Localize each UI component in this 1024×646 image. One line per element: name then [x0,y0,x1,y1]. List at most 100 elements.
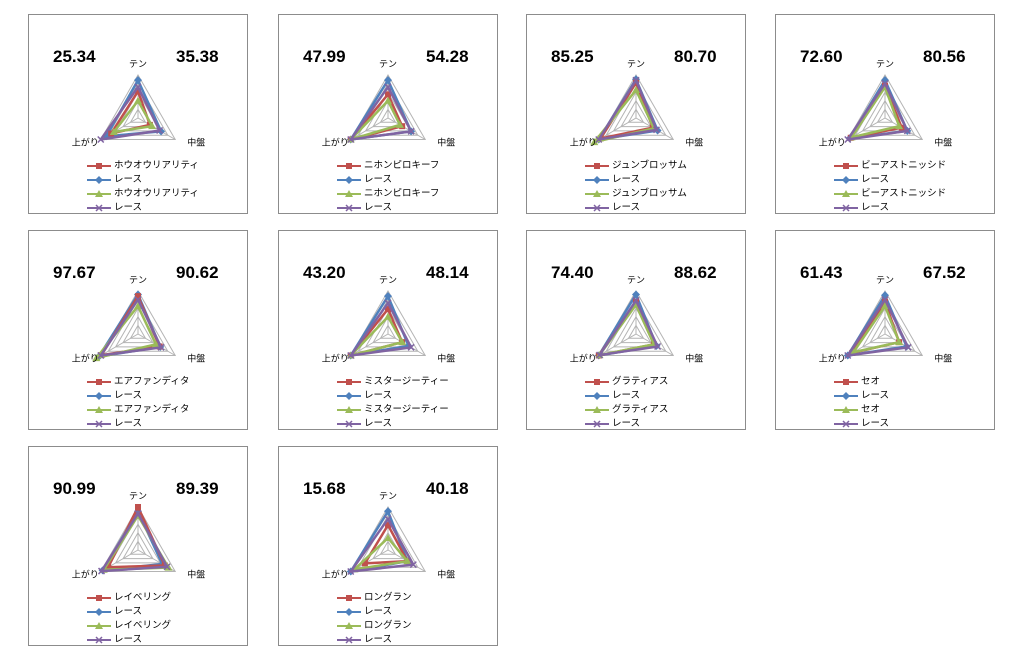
left-value-label: 61.43 [800,263,843,282]
legend-entry: レース [834,389,889,403]
series-marker-cross [384,515,392,523]
series-marker-square [346,163,352,169]
series-marker-triangle [403,557,412,565]
legend-label: レース [114,390,143,401]
legend-symbol [834,176,858,184]
legend-label: レース [364,202,393,213]
legend-label: レース [612,390,641,401]
radar-series-line [846,298,910,357]
radar-gridline [349,73,427,140]
axis-label-agari: 上がり [322,353,349,365]
legend-symbol [337,379,361,385]
legend-label: ミスタージーティー [364,376,449,387]
radar-gridline [379,540,397,555]
series-marker-cross [156,126,164,135]
series-marker-triangle [842,190,850,197]
radar-gridline [627,108,645,123]
legend-symbol [834,163,858,169]
axis-label-agari: 上がり [819,137,846,149]
series-marker-diamond [345,176,353,184]
series-marker-triangle [881,302,889,310]
series-marker-square [385,306,391,313]
legend-symbol [87,392,111,400]
axis-label-chuban: 中盤 [187,569,205,581]
axis-label-ten: テン [627,275,645,286]
legend-symbol [834,379,858,385]
axis-label-agari: 上がり [322,137,349,149]
chart-legend: ジュンブロッサム レース ジュンブロッサム レース [585,159,687,213]
series-marker-triangle [95,190,103,197]
legend-symbol [337,190,361,197]
radar-chart-panel: 74.40 88.62 テン 中盤 上がり グラティアス レース グラティアス レース [526,230,746,430]
radar-chart-panel: 25.34 35.38 テン 中盤 上がり ホウオウリアリティ レース ホウオウリアリティ レー… [28,14,248,214]
legend-label: ロングラン [364,592,412,603]
legend-entry: ロングラン [337,591,412,605]
legend-entry: レース [585,201,687,213]
series-marker-diamond [134,76,142,85]
right-value-label: 88.62 [674,263,717,282]
legend-label: レイベリング [114,592,172,603]
series-marker-diamond [384,292,392,301]
axis-label-chuban: 中盤 [437,137,455,149]
series-marker-cross [409,561,417,569]
axis-label-chuban: 中盤 [437,569,455,581]
radar-gridline [379,324,397,339]
legend-entry: レース [87,605,171,619]
radar-series-line [349,301,413,357]
axis-label-agari: 上がり [72,569,99,581]
legend-label: レース [861,390,890,401]
radar-gridline [99,505,177,572]
radar-gridline [620,315,652,344]
legend-label: レース [861,202,890,213]
series-marker-triangle [134,302,142,310]
chart-legend: ニホンピロキーフ レース ニホンピロキーフ レース [337,159,439,213]
radar-gridline [869,99,901,128]
legend-symbol [585,379,609,385]
legend-symbol [585,392,609,400]
legend-symbol [834,392,858,400]
axis-label-chuban: 中盤 [934,353,952,365]
axis-label-ten: テン [379,275,397,286]
legend-entry: レース [834,417,889,429]
series-marker-square [843,163,849,169]
radar-series-line [846,82,909,141]
right-value-label: 48.14 [426,263,469,282]
axis-label-agari: 上がり [819,353,846,365]
left-value-label: 74.40 [551,263,594,282]
chart-legend: ロングラン レース ロングラン レース [337,591,412,645]
legend-label: グラティアス [612,404,669,415]
series-marker-triangle [345,406,353,413]
series-marker-diamond [384,507,392,516]
legend-entry: ビーアストニッシド [834,187,946,201]
left-value-label: 15.68 [303,479,346,498]
axis-label-ten: テン [876,275,894,286]
radar-series-line [598,299,659,357]
axis-label-agari: 上がり [322,569,349,581]
legend-symbol [585,163,609,169]
legend-symbol [87,636,111,644]
series-marker-cross [595,351,604,359]
legend-entry: レース [337,605,412,619]
radar-series-line [100,512,169,573]
chart-legend: グラティアス レース グラティアス レース [585,375,669,429]
series-marker-square [105,564,112,571]
series-marker-square [96,163,102,169]
left-value-label: 97.67 [53,263,96,282]
series-marker-square [135,88,141,95]
legend-label: レース [861,174,890,185]
series-marker-cross [844,351,852,360]
series-marker-cross [134,83,142,91]
radar-chart-panel: 97.67 90.62 テン 中盤 上がり エアファンディタ レース エアファンディタ レース [28,230,248,430]
series-marker-square [346,379,352,385]
legend-entry: レース [87,417,189,429]
legend-symbol [87,608,111,616]
radar-series-line [99,85,161,141]
axis-label-ten: テン [627,59,645,70]
right-value-label: 67.52 [923,263,966,282]
legend-entry: ホウオウリアリティ [87,159,199,173]
legend-entry: ジュンブロッサム [585,187,687,201]
series-marker-triangle [384,533,392,541]
